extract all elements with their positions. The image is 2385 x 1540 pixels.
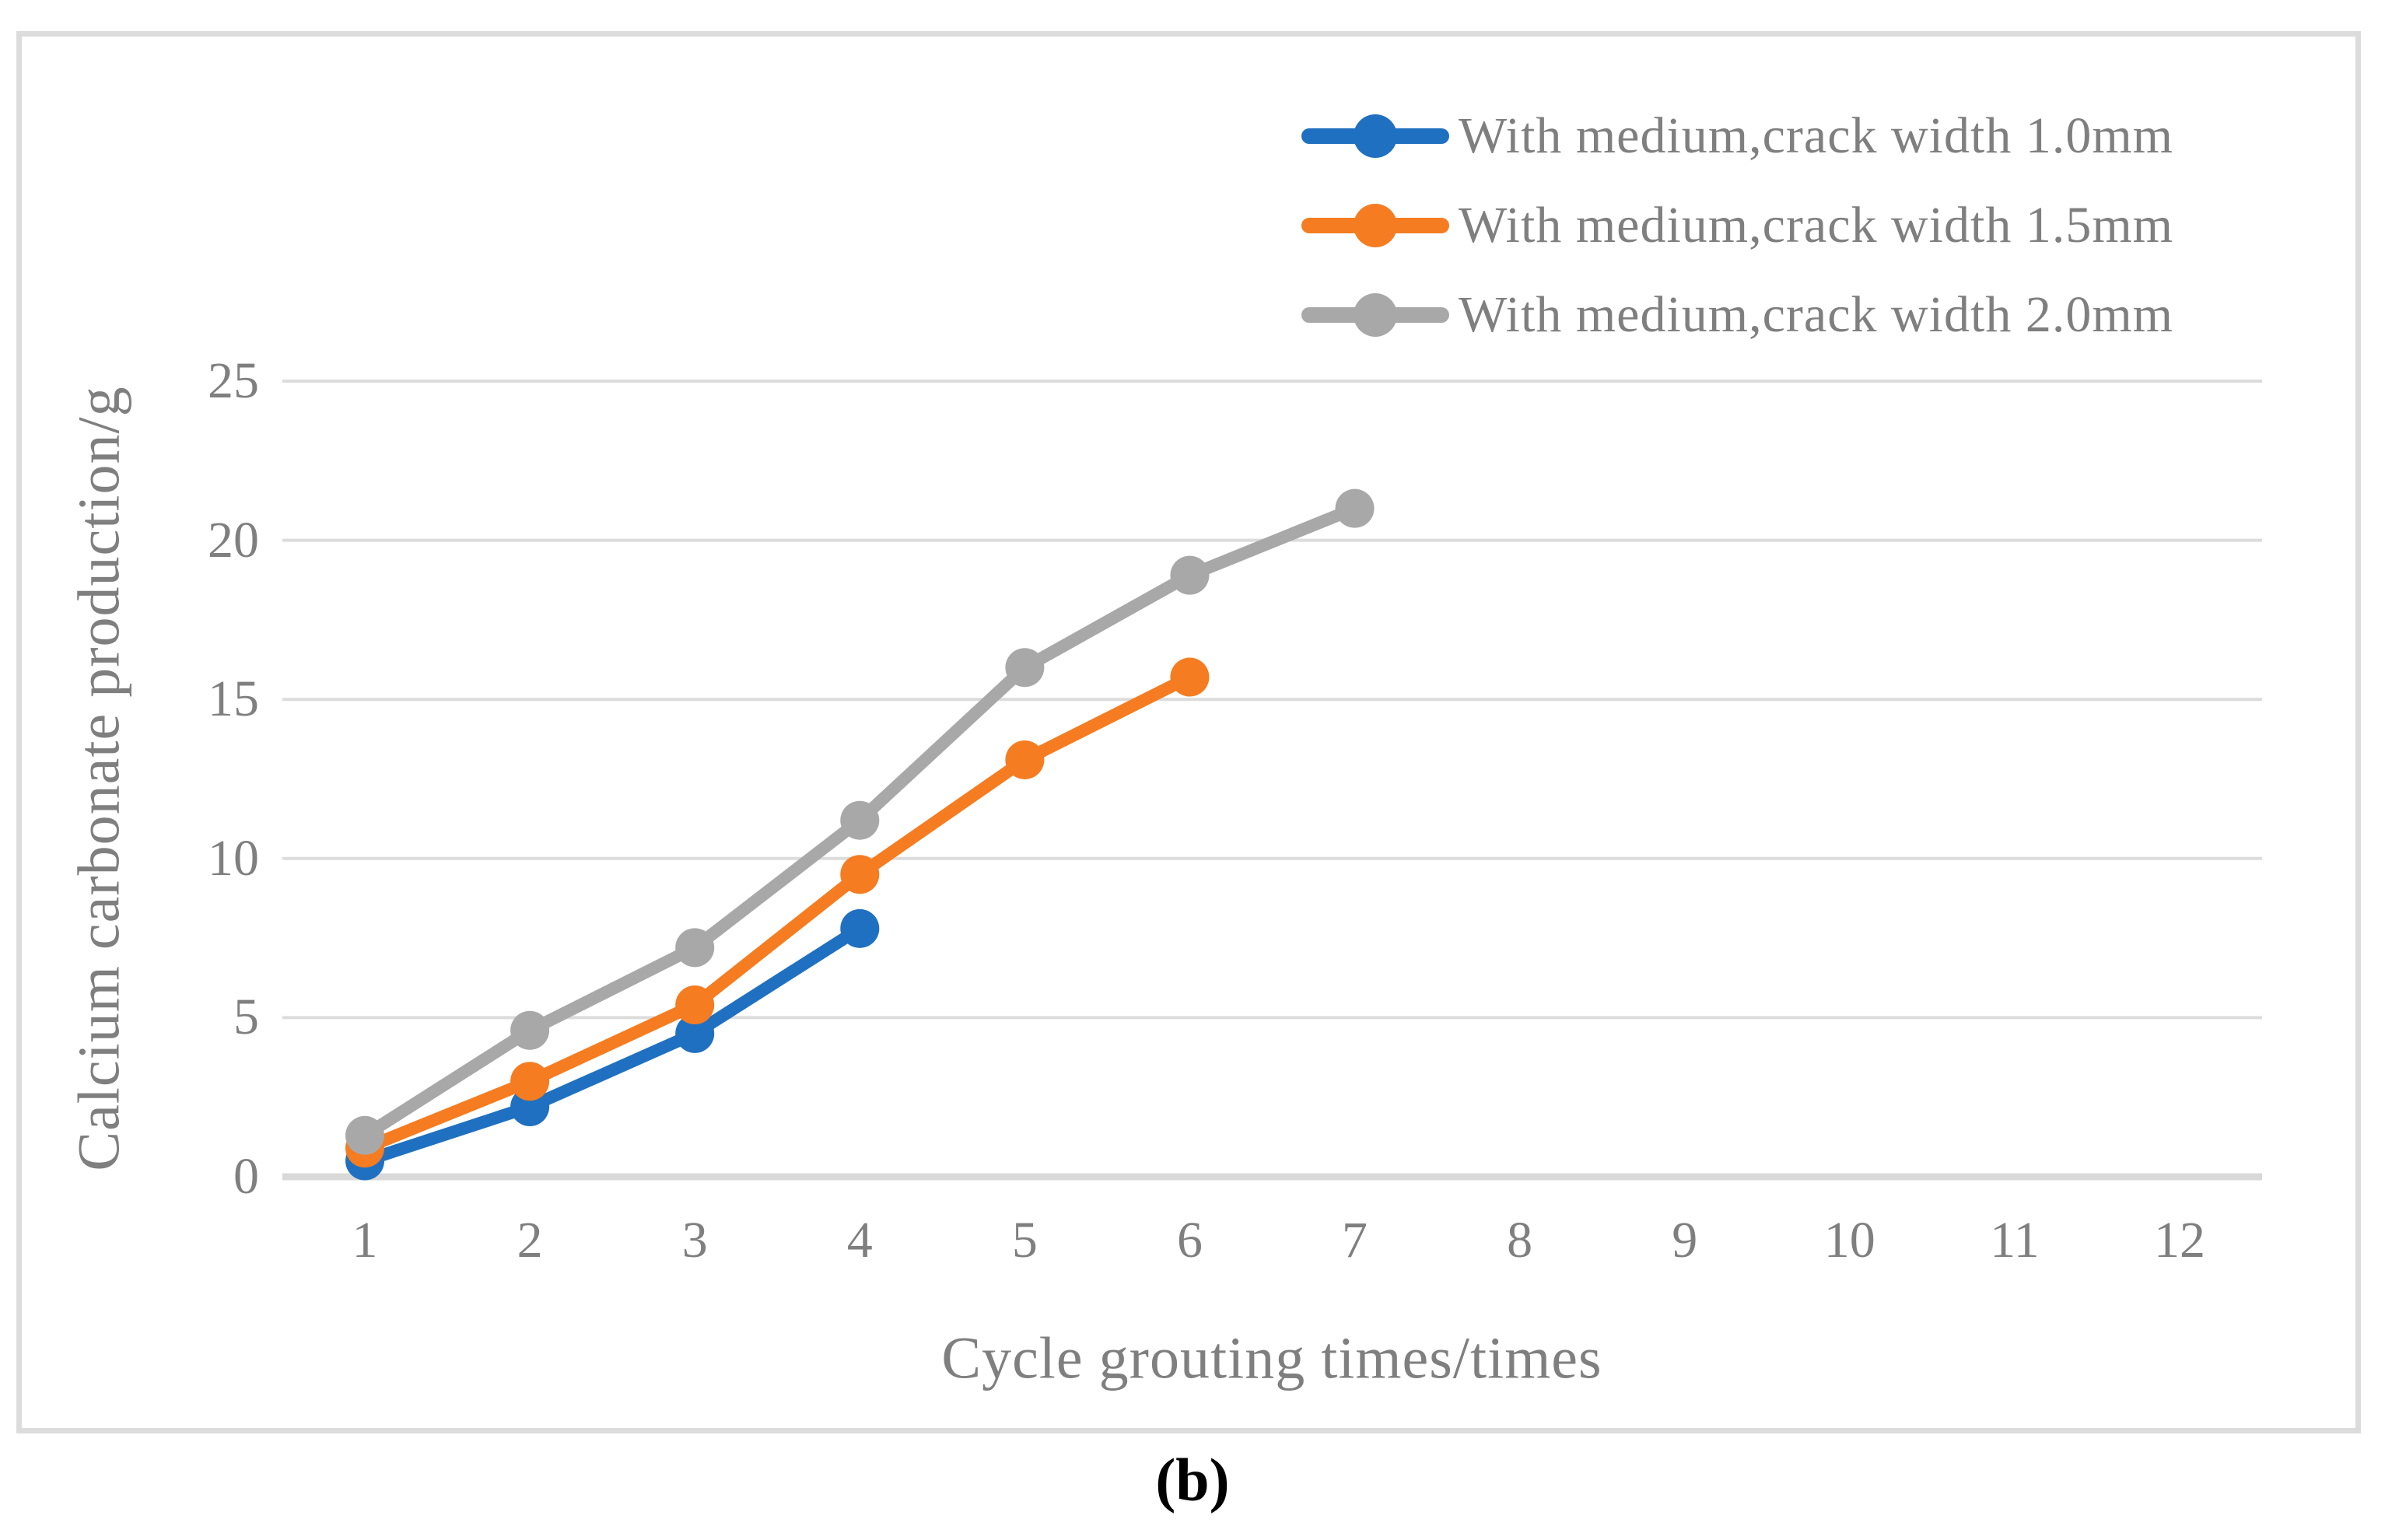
legend-item-2: With medium,crack width 2.0mm [1301,284,2173,346]
legend-line-marker-icon [1301,114,1449,158]
x-tick-label-2: 2 [517,1212,543,1269]
y-tick-label-25: 25 [208,352,259,409]
plot-area [282,380,2262,1181]
series-2-marker-7 [1335,488,1375,528]
y-tick-label-0: 0 [233,1148,259,1205]
legend-line-marker-icon [1301,204,1449,247]
legend-line-marker-icon [1301,293,1449,337]
series-2-marker-1 [345,1115,385,1155]
legend-dot-icon [1354,114,1397,158]
legend-label-0: With medium,crack width 1.0mm [1459,107,2174,164]
x-tick-label-1: 1 [352,1212,378,1269]
x-tick-label-10: 10 [1823,1212,1875,1269]
series-1-marker-2 [510,1062,550,1101]
x-tick-label-8: 8 [1507,1212,1533,1269]
series-1-marker-3 [675,985,715,1025]
x-tick-label-7: 7 [1342,1212,1368,1269]
legend-dot-icon [1354,293,1397,337]
y-axis-title: Calcium carbonate production/g [66,386,132,1171]
legend-dot-icon [1354,204,1397,247]
x-tick-label-12: 12 [2153,1212,2205,1269]
legend-item-1: With medium,crack width 1.5mm [1301,194,2173,257]
figure-caption: (b) [1155,1446,1230,1514]
series-2-marker-3 [675,928,715,968]
series-0-marker-3 [675,1013,715,1053]
legend-label-1: With medium,crack width 1.5mm [1459,197,2174,254]
legend-item-0: With medium,crack width 1.0mm [1301,105,2173,167]
x-tick-label-6: 6 [1176,1212,1203,1269]
series-2-marker-4 [840,800,880,840]
y-tick-label-10: 10 [208,829,259,887]
x-tick-label-9: 9 [1672,1212,1698,1269]
series-1-marker-5 [1005,740,1045,779]
x-axis-title: Cycle grouting times/times [941,1325,1602,1391]
series-1-marker-6 [1170,657,1210,697]
series-1-marker-4 [840,855,880,894]
series-2-marker-5 [1005,648,1045,688]
y-tick-label-5: 5 [233,989,259,1046]
series-0-marker-4 [840,908,880,948]
legend-label-2: With medium,crack width 2.0mm [1459,286,2174,343]
series-line-0 [362,923,863,1167]
y-tick-label-20: 20 [208,511,259,569]
x-tick-label-3: 3 [681,1212,708,1269]
series-2-marker-2 [510,1010,550,1050]
series-line-1 [362,671,1193,1154]
series-2-marker-6 [1170,555,1210,595]
x-tick-label-5: 5 [1011,1212,1038,1269]
y-tick-label-15: 15 [208,670,259,728]
chart-frame: Calcium carbonate production/g Cycle gro… [16,31,2361,1433]
x-tick-label-4: 4 [846,1212,873,1269]
x-tick-label-11: 11 [1990,1212,2040,1269]
